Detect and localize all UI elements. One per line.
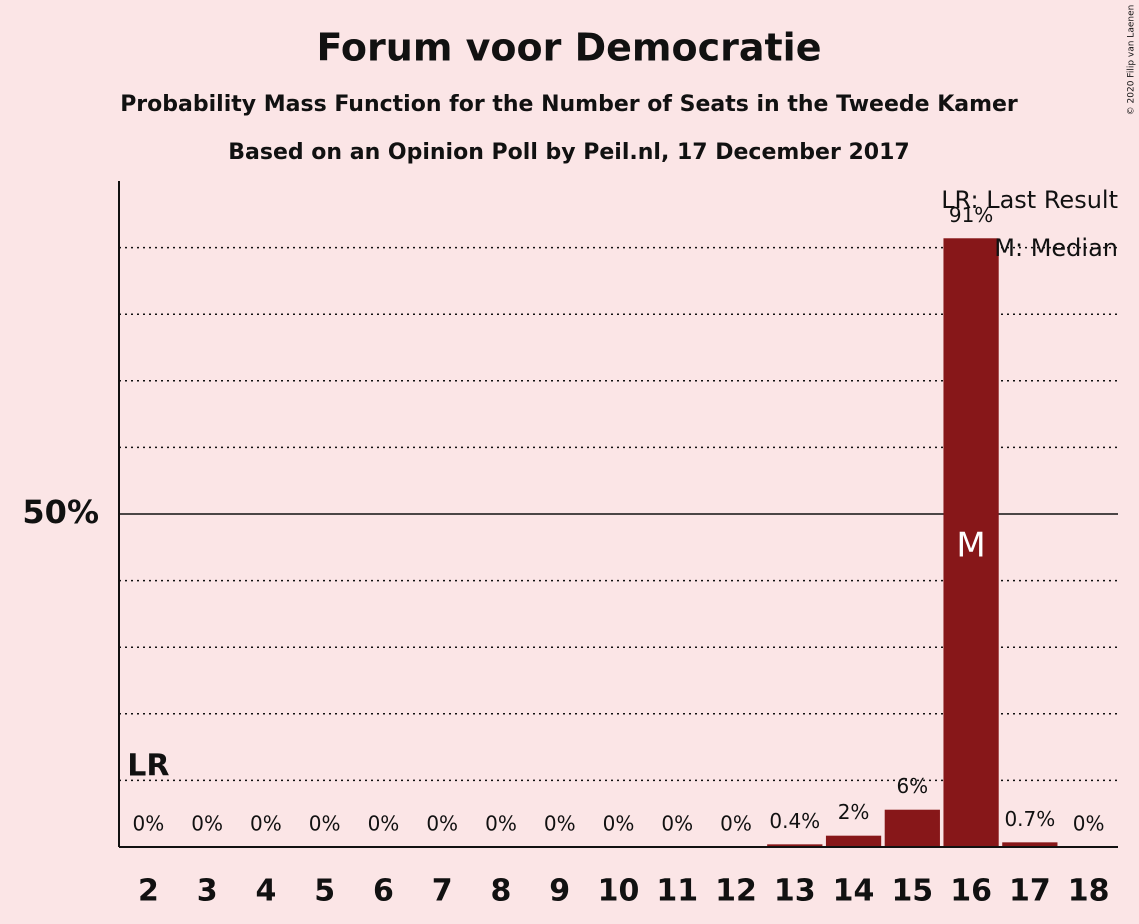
value-label: 0% [133,812,165,836]
value-label: 0% [661,812,693,836]
legend-entry: LR: Last Result [941,186,1118,214]
x-tick-label: 15 [891,874,933,909]
x-tick-label: 8 [491,874,512,909]
x-tick-label: 3 [197,874,218,909]
x-tick-label: 17 [1009,874,1051,909]
bar [767,844,823,847]
x-tick-label: 10 [598,874,640,909]
bar [884,809,940,847]
value-label: 0% [485,812,517,836]
chart-subtitle: Based on an Opinion Poll by Peil.nl, 17 … [228,140,909,165]
bar [1002,842,1058,847]
x-tick-label: 18 [1068,874,1110,909]
value-label: 0% [426,812,458,836]
x-tick-label: 13 [774,874,816,909]
value-label: 0% [603,812,635,836]
credit: © 2020 Filip van Laenen [1127,5,1137,116]
value-label: 2% [838,800,870,824]
value-label: 0% [720,812,752,836]
x-tick-label: 7 [432,874,453,909]
bar [943,238,999,847]
value-label: 0% [250,812,282,836]
x-tick-label: 2 [138,874,159,909]
value-label: 6% [896,774,928,798]
y-tick-label: 50% [22,493,99,531]
last-result-marker: LR [127,749,169,784]
x-tick-label: 9 [549,874,570,909]
x-tick-label: 12 [715,874,757,909]
value-label: 0% [1073,812,1105,836]
x-tick-label: 6 [373,874,394,909]
x-tick-label: 14 [833,874,875,909]
x-tick-label: 11 [656,874,698,909]
value-label: 0% [544,812,576,836]
median-marker: M [956,526,985,566]
chart-subtitle: Probability Mass Function for the Number… [120,92,1018,117]
value-label: 0% [191,812,223,836]
value-label: 0.7% [1004,807,1055,831]
x-tick-label: 4 [255,874,276,909]
value-label: 0% [368,812,400,836]
chart-title: Forum voor Democratie [317,26,822,70]
bar [825,835,882,847]
x-tick-label: 5 [314,874,335,909]
value-label: 91% [949,203,993,227]
legend-entry: M: Median [994,234,1118,262]
x-tick-label: 16 [950,874,992,909]
value-label: 0% [309,812,341,836]
value-label: 0.4% [769,809,820,833]
